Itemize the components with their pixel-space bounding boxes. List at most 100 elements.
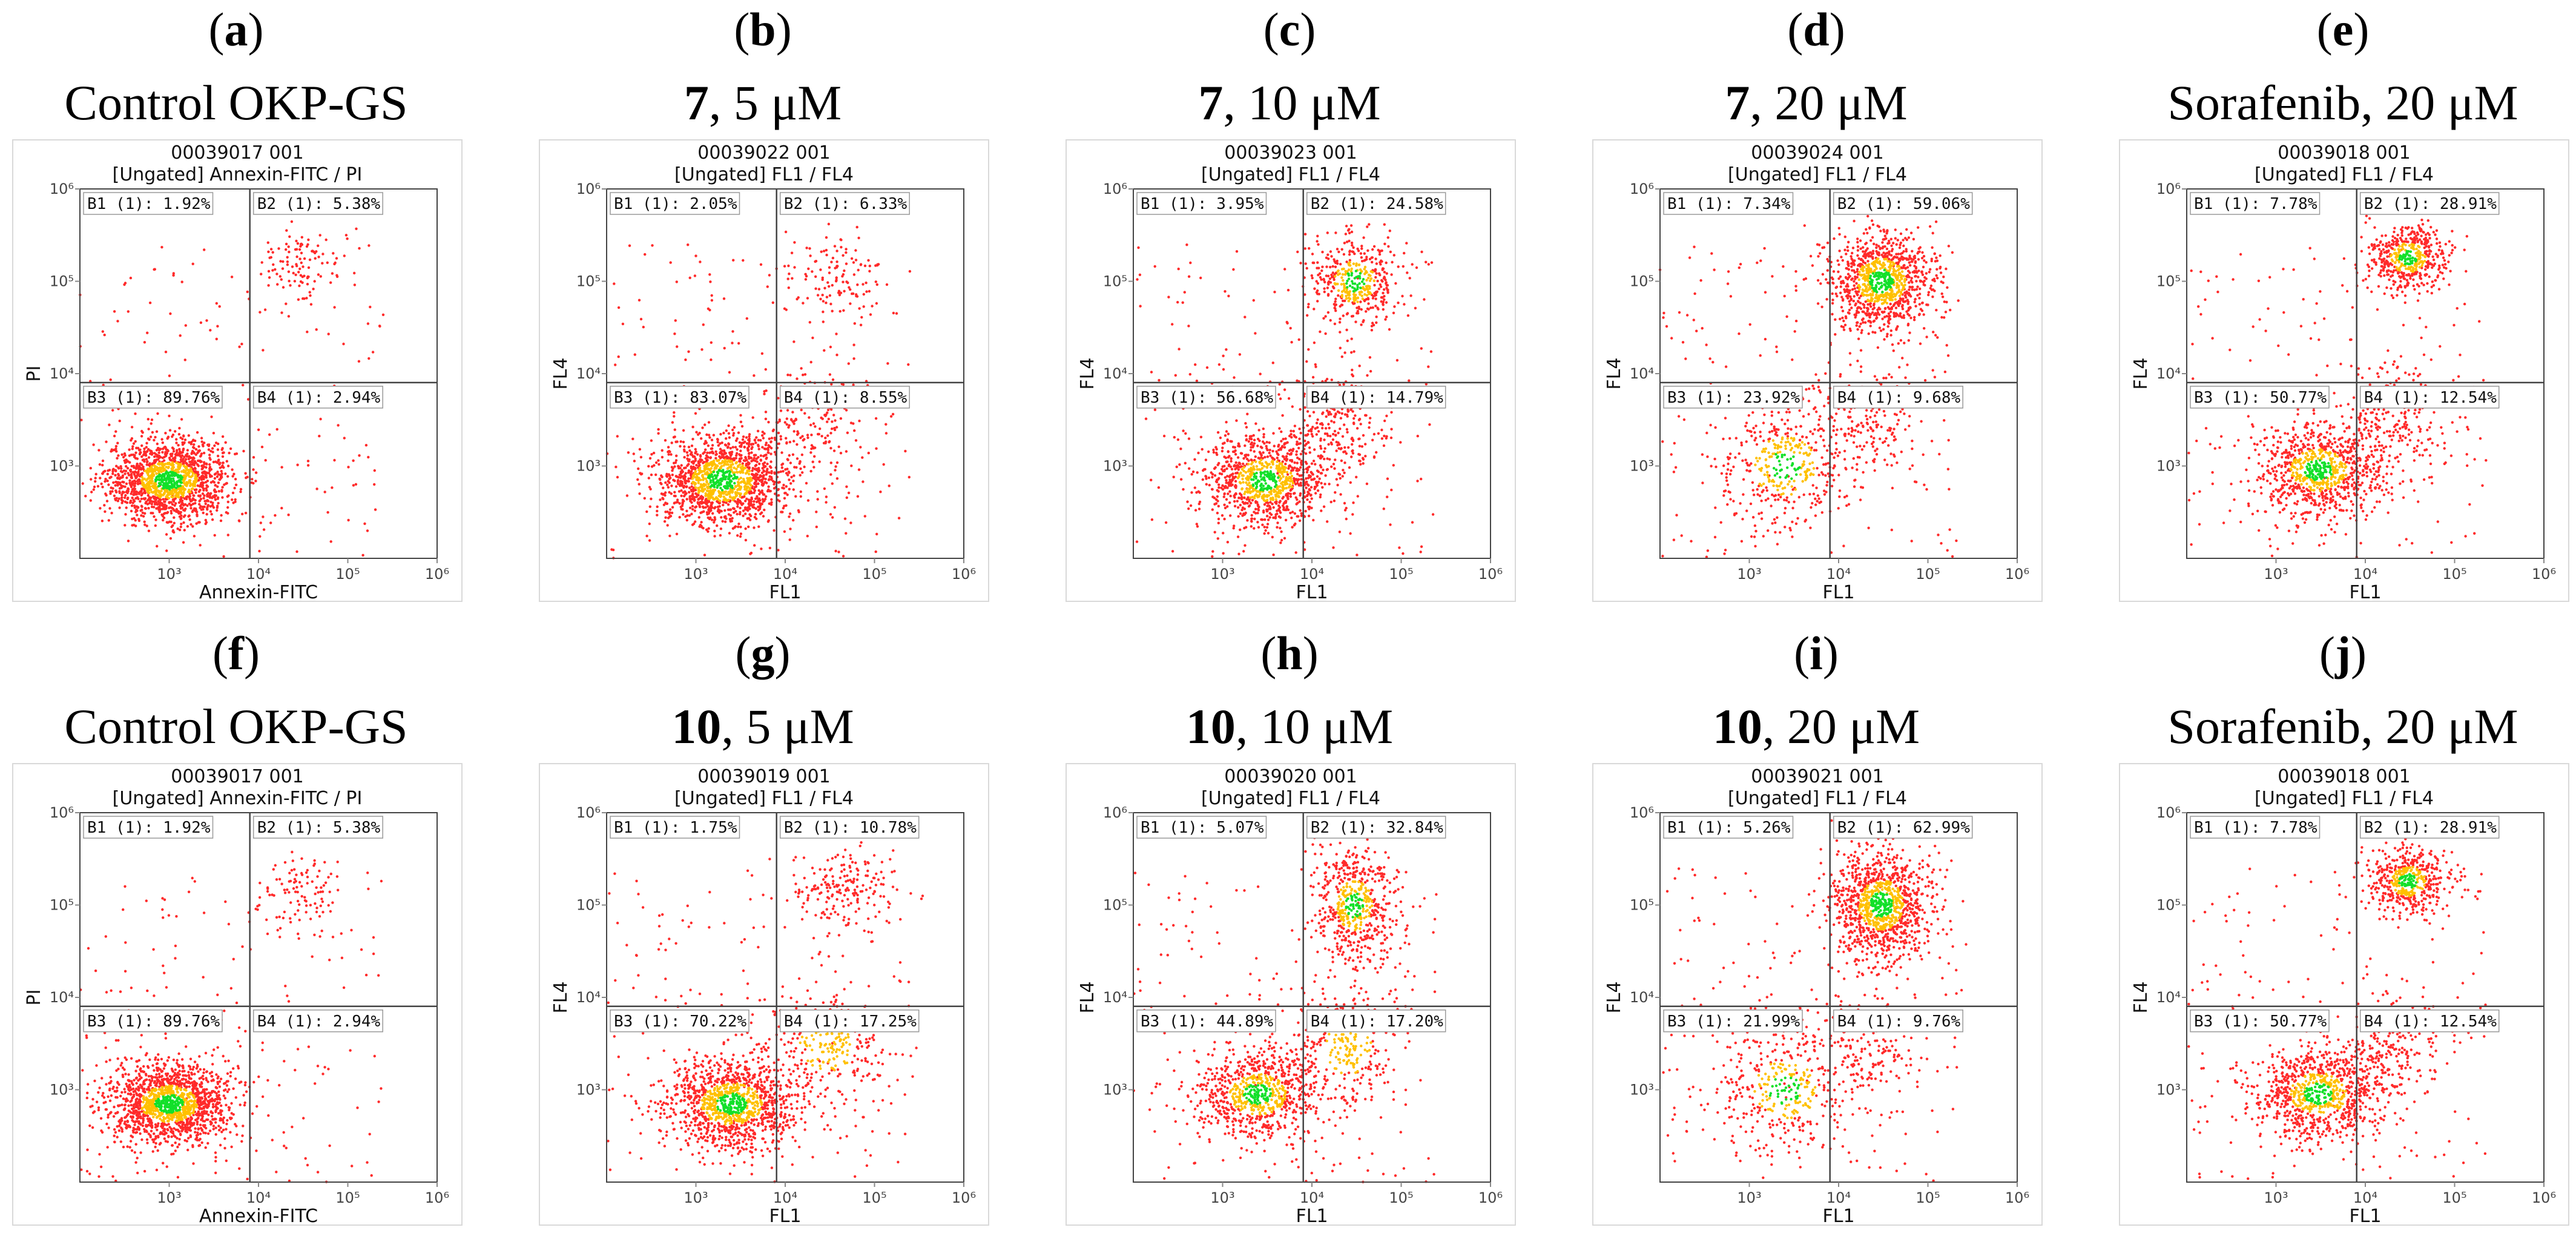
y-axis-label: PI xyxy=(24,366,45,382)
event-dots xyxy=(607,841,924,1183)
y-tick-label: 10⁶ xyxy=(50,180,74,197)
x-axis-label: FL1 xyxy=(2349,1206,2381,1224)
sample-id: 00039018 001 xyxy=(2278,766,2411,787)
y-tick-label: 10⁶ xyxy=(1630,180,1654,197)
y-axis-label: FL4 xyxy=(2130,981,2152,1013)
y-tick-label: 10³ xyxy=(2156,1082,2181,1099)
quadrant-label-b1: B1 (1): 7.78% xyxy=(2190,816,2321,839)
y-axis-label: FL4 xyxy=(550,357,572,389)
x-tick-label: 10⁵ xyxy=(862,566,886,583)
y-tick-label: 10⁵ xyxy=(1103,273,1127,290)
gate-label: [Ungated] FL1 / FL4 xyxy=(1728,788,1907,809)
quadrant-label-b1: B1 (1): 7.34% xyxy=(1663,192,1794,215)
panel-d: (d) 7, 20 μM 00039024 001 [Ungated] FL1 / F… xyxy=(1580,0,2052,606)
dot-plot: 00039023 001 [Ungated] FL1 / FL4 10³ 10⁴ 10⁵… xyxy=(1066,139,1516,602)
dot-plot: 00039021 001 [Ungated] FL1 / FL4 10³ 10⁴ 10⁵… xyxy=(1592,763,2043,1226)
scatter-svg: 10³ 10⁴ 10⁵ 10⁶ 10³ 10⁴ 10⁵ 10⁶ FL1 FL4 B1 (1): 1.… xyxy=(550,804,976,1224)
panel-tag: (e) xyxy=(2316,3,2370,56)
svg-text:B3 (1): 89.76%: B3 (1): 89.76% xyxy=(87,389,220,407)
x-tick-label: 10⁵ xyxy=(1389,1189,1413,1206)
panel-tag: (a) xyxy=(208,3,264,56)
panel-f: (f) Control OKP-GS 00039017 001 [Ungated] A… xyxy=(0,624,472,1229)
x-tick-label: 10⁶ xyxy=(1478,566,1503,583)
x-axis-label: FL1 xyxy=(2349,582,2381,601)
y-tick-label: 10³ xyxy=(576,1082,601,1099)
quadrant-label-b3: B3 (1): 70.22% xyxy=(610,1010,749,1033)
x-tick-label: 10⁶ xyxy=(952,1189,976,1206)
x-tick-label: 10³ xyxy=(1210,566,1234,583)
y-tick-label: 10³ xyxy=(1630,458,1654,475)
x-tick-label: 10⁴ xyxy=(773,1189,797,1206)
quadrant-label-b1: B1 (1): 1.75% xyxy=(610,816,740,839)
event-dots xyxy=(1662,819,1968,1182)
panel-b: (b) 7, 5 μM 00039022 001 [Ungated] FL1 / FL… xyxy=(527,0,999,606)
y-tick-label: 10⁵ xyxy=(576,273,601,290)
panel-h: (h) 10, 10 μM 00039020 001 [Ungated] FL1 / … xyxy=(1053,624,1526,1229)
x-tick-label: 10³ xyxy=(1737,566,1761,583)
svg-text:B1 (1): 2.05%: B1 (1): 2.05% xyxy=(614,195,737,213)
quadrant-label-b1: B1 (1): 1.92% xyxy=(83,816,214,839)
svg-text:B4 (1): 2.94%: B4 (1): 2.94% xyxy=(257,389,381,407)
panel-subtitle: 7, 20 μM xyxy=(1725,75,1908,130)
gate-label: [Ungated] FL1 / FL4 xyxy=(2255,164,2434,185)
x-tick-label: 10⁵ xyxy=(862,1189,886,1206)
gate-label: [Ungated] FL1 / FL4 xyxy=(2255,788,2434,809)
quadrant-label-b1: B1 (1): 1.92% xyxy=(83,192,214,215)
x-tick-label: 10⁶ xyxy=(2005,1189,2029,1206)
x-tick-label: 10⁵ xyxy=(1916,566,1940,583)
panel-tag: (j) xyxy=(2319,627,2367,679)
x-tick-label: 10³ xyxy=(684,566,708,583)
y-tick-label: 10³ xyxy=(50,458,74,475)
y-tick-label: 10³ xyxy=(50,1082,74,1099)
panel-subtitle: 10, 20 μM xyxy=(1712,699,1920,754)
quadrant-label-b2: B2 (1): 59.06% xyxy=(1833,192,1973,215)
x-tick-label: 10⁶ xyxy=(425,566,449,583)
y-tick-label: 10³ xyxy=(2156,458,2181,475)
dot-plot: 00039017 001 [Ungated] Annexin-FITC / PI 1… xyxy=(12,763,463,1226)
quadrant-label-b2: B2 (1): 5.38% xyxy=(252,192,383,215)
event-dots xyxy=(605,208,912,560)
scatter-svg: 10³ 10⁴ 10⁵ 10⁶ 10³ 10⁴ 10⁵ 10⁶ FL1 FL4 B1 (1): 3.… xyxy=(1077,180,1503,601)
dot-plot: 00039018 001 [Ungated] FL1 / FL4 10³ 10⁴ 10⁵… xyxy=(2119,139,2569,602)
gate-outline xyxy=(2186,812,2545,1183)
x-tick-label: 10³ xyxy=(157,1189,181,1206)
y-tick-label: 10⁵ xyxy=(576,897,601,914)
y-tick-label: 10⁶ xyxy=(1630,804,1654,821)
y-tick-label: 10⁶ xyxy=(1103,804,1127,821)
event-dots xyxy=(1135,223,1438,558)
panel-a: (a) Control OKP-GS 00039017 001 [Ungated] A… xyxy=(0,0,472,606)
x-tick-label: 10⁵ xyxy=(2442,566,2466,583)
quadrant-label-b3: B3 (1): 23.92% xyxy=(1663,386,1803,409)
panel-c: (c) 7, 10 μM 00039023 001 [Ungated] FL1 / F… xyxy=(1053,0,1526,606)
gate-label: [Ungated] Annexin-FITC / PI xyxy=(112,788,363,809)
y-tick-label: 10⁴ xyxy=(1630,989,1654,1006)
quadrant-label-b3: B3 (1): 56.68% xyxy=(1136,386,1276,409)
panel-tag: (i) xyxy=(1794,627,1839,679)
gate-label: [Ungated] FL1 / FL4 xyxy=(1728,164,1907,185)
x-tick-label: 10³ xyxy=(1210,1189,1234,1206)
dot-plot: 00039018 001 [Ungated] FL1 / FL4 10³ 10⁴ 10⁵… xyxy=(2119,763,2569,1226)
y-tick-label: 10⁵ xyxy=(50,897,74,914)
x-axis-label: FL1 xyxy=(1822,1206,1854,1224)
quadrant-label-b4: B4 (1): 17.20% xyxy=(1306,1010,1446,1033)
quadrant-label-b2: B2 (1): 28.91% xyxy=(2359,816,2500,839)
event-dots xyxy=(79,850,383,1183)
y-axis-label: FL4 xyxy=(2130,357,2152,389)
quadrant-label-b4: B4 (1): 2.94% xyxy=(252,386,383,409)
x-tick-label: 10⁶ xyxy=(2532,566,2556,583)
x-tick-label: 10⁵ xyxy=(1389,566,1413,583)
x-tick-label: 10³ xyxy=(2264,566,2288,583)
x-tick-label: 10³ xyxy=(684,1189,708,1206)
x-tick-label: 10⁴ xyxy=(1827,1189,1851,1206)
x-tick-label: 10⁴ xyxy=(1300,1189,1324,1206)
svg-text:B4 (1): 8.55%: B4 (1): 8.55% xyxy=(784,389,908,407)
panel-subtitle: 7, 5 μM xyxy=(684,75,842,130)
y-tick-label: 10⁵ xyxy=(1630,897,1654,914)
y-tick-label: 10⁵ xyxy=(2156,897,2181,914)
dot-plot: 00039017 001 [Ungated] Annexin-FITC / PI 1… xyxy=(12,139,463,602)
x-tick-label: 10⁴ xyxy=(1300,566,1324,583)
gate-outline xyxy=(1133,812,1491,1183)
x-tick-label: 10⁴ xyxy=(246,1189,271,1206)
quadrant-label-b4: B4 (1): 2.94% xyxy=(252,1010,383,1033)
gate-label: [Ungated] FL1 / FL4 xyxy=(674,788,854,809)
